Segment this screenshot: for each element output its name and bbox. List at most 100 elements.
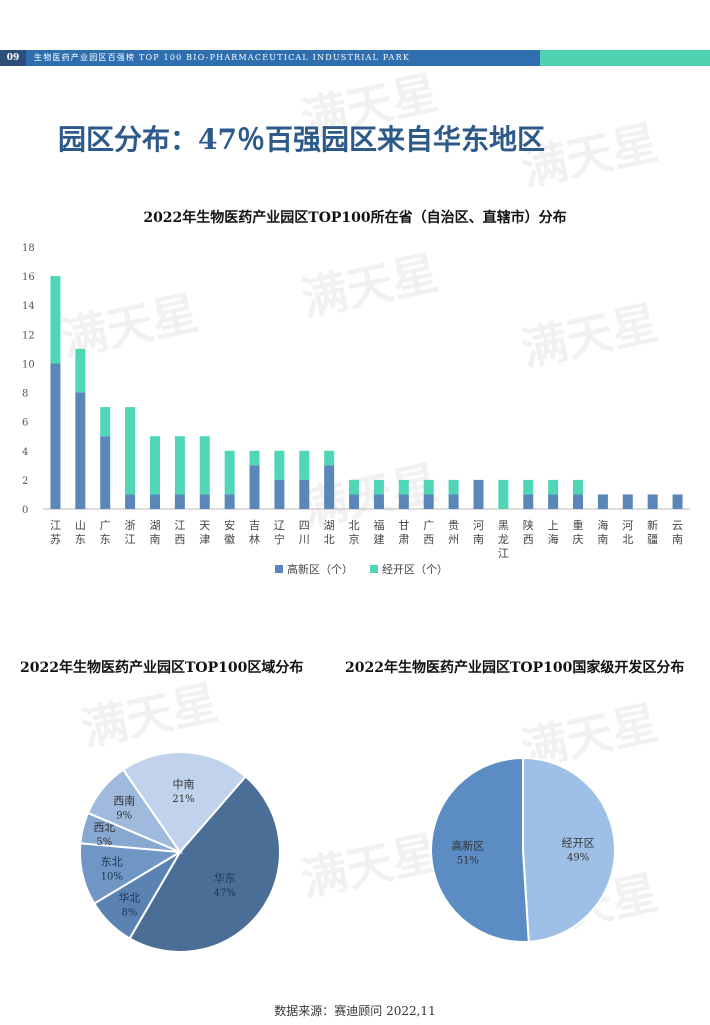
bar-jingkai-上海 xyxy=(548,479,559,495)
x-tick-label: 川 xyxy=(299,533,310,546)
bar-jingkai-广东 xyxy=(100,407,111,437)
y-tick-label: 12 xyxy=(22,330,35,341)
y-tick-label: 2 xyxy=(22,476,28,487)
x-tick-label: 湖 xyxy=(149,519,160,532)
y-tick-label: 18 xyxy=(22,243,35,254)
bar-gaoxin-吉林 xyxy=(249,465,260,509)
x-tick-label: 辽 xyxy=(274,519,285,532)
bar-jingkai-贵州 xyxy=(448,479,459,495)
page-header: 09 生物医药产业园区百强榜 TOP 100 BIO-PHARMACEUTICA… xyxy=(0,50,710,66)
pie-pct-经开区: 49% xyxy=(567,852,589,863)
x-tick-label: 州 xyxy=(448,533,459,546)
y-tick-label: 4 xyxy=(22,447,28,458)
bar-gaoxin-江苏 xyxy=(50,363,61,509)
bar-gaoxin-云南 xyxy=(672,494,683,509)
bar-jingkai-江西 xyxy=(174,436,185,495)
x-tick-label: 海 xyxy=(597,518,608,532)
pie-label-经开区: 经开区 xyxy=(562,836,595,849)
x-tick-label: 天 xyxy=(199,519,210,532)
bar-jingkai-四川 xyxy=(299,450,310,480)
x-tick-label: 江 xyxy=(125,533,136,546)
bar-jingkai-福建 xyxy=(373,479,384,495)
y-tick-label: 8 xyxy=(22,389,28,400)
x-tick-label: 京 xyxy=(349,532,360,546)
y-tick-label: 14 xyxy=(22,301,35,312)
x-tick-label: 黑 xyxy=(498,519,509,532)
bar-gaoxin-北京 xyxy=(349,494,360,509)
x-tick-label: 安 xyxy=(224,518,235,532)
x-tick-label: 重 xyxy=(573,518,584,532)
x-tick-label: 西 xyxy=(523,533,534,546)
x-tick-label: 广 xyxy=(100,519,111,532)
x-tick-label: 北 xyxy=(324,533,335,546)
bar-gaoxin-湖南 xyxy=(149,494,160,509)
x-tick-label: 苏 xyxy=(50,533,61,546)
x-tick-label: 海 xyxy=(548,532,559,546)
x-tick-label: 疆 xyxy=(647,533,658,546)
bar-gaoxin-浙江 xyxy=(125,494,136,509)
x-tick-label: 吉 xyxy=(249,519,260,532)
x-tick-label: 林 xyxy=(249,532,260,546)
x-tick-label: 四 xyxy=(299,519,310,532)
x-tick-label: 云 xyxy=(672,519,683,532)
x-tick-label: 徽 xyxy=(224,532,235,546)
pie-pct-华北: 8% xyxy=(122,907,138,918)
pie-label-东北: 东北 xyxy=(101,856,123,869)
legend-swatch-0 xyxy=(275,565,283,573)
bar-jingkai-天津 xyxy=(199,436,210,495)
bar-jingkai-安徽 xyxy=(224,450,235,495)
bar-gaoxin-贵州 xyxy=(448,494,459,509)
x-tick-label: 湖 xyxy=(324,519,335,532)
x-tick-label: 河 xyxy=(473,519,484,532)
pie-slice-中南 xyxy=(121,751,248,854)
pie-label-西北: 西北 xyxy=(93,821,115,834)
devzone-pie-title: 2022年生物医药产业园区TOP100国家级开发区分布 xyxy=(345,660,685,676)
bar-jingkai-黑龙江 xyxy=(498,479,509,509)
x-tick-label: 南 xyxy=(473,533,484,546)
x-tick-label: 山 xyxy=(75,519,86,532)
x-tick-label: 肃 xyxy=(398,533,409,546)
y-tick-label: 6 xyxy=(22,418,28,429)
x-tick-label: 北 xyxy=(622,533,633,546)
bar-gaoxin-湖北 xyxy=(324,465,335,509)
bar-gaoxin-重庆 xyxy=(573,494,584,509)
x-tick-label: 浙 xyxy=(125,519,136,532)
page-title: 园区分布：47％百强园区来自华东地区 xyxy=(58,123,545,156)
x-tick-label: 南 xyxy=(149,533,160,546)
x-tick-label: 河 xyxy=(622,519,633,532)
pie-label-高新区: 高新区 xyxy=(451,839,484,853)
legend-label-1: 经开区（个） xyxy=(382,563,448,576)
bar-gaoxin-海南 xyxy=(597,494,608,509)
bar-jingkai-江苏 xyxy=(50,276,61,364)
x-tick-label: 陕 xyxy=(523,518,534,532)
pie-label-中南: 中南 xyxy=(172,778,194,791)
pie-slice-华东 xyxy=(128,775,281,953)
pie-label-华北: 华北 xyxy=(118,890,140,904)
pie-pct-西南: 9% xyxy=(116,810,132,821)
x-tick-label: 东 xyxy=(75,533,86,546)
bar-gaoxin-广西 xyxy=(423,494,434,509)
bar-gaoxin-上海 xyxy=(548,494,559,509)
x-tick-label: 建 xyxy=(373,532,384,546)
pie-pct-中南: 21% xyxy=(172,794,194,805)
bar-jingkai-重庆 xyxy=(573,479,584,495)
x-tick-label: 西 xyxy=(423,533,434,546)
header-accent-bar xyxy=(540,50,710,66)
bar-jingkai-山东 xyxy=(75,348,86,393)
x-tick-label: 北 xyxy=(349,519,360,532)
bar-gaoxin-山东 xyxy=(75,392,86,509)
x-tick-label: 福 xyxy=(373,518,384,532)
x-tick-label: 广 xyxy=(423,519,434,532)
x-tick-label: 贵 xyxy=(448,519,459,532)
bar-gaoxin-陕西 xyxy=(523,494,534,509)
bar-jingkai-吉林 xyxy=(249,450,260,466)
bar-gaoxin-广东 xyxy=(100,436,111,509)
bar-gaoxin-江西 xyxy=(174,494,185,509)
bar-gaoxin-四川 xyxy=(299,479,310,509)
pie-slice-经开区 xyxy=(522,756,616,943)
bar-jingkai-陕西 xyxy=(523,479,534,495)
bar-jingkai-甘肃 xyxy=(398,479,409,495)
pie-slice-高新区 xyxy=(429,756,530,943)
x-tick-label: 甘 xyxy=(398,519,409,532)
legend-swatch-1 xyxy=(370,565,378,573)
